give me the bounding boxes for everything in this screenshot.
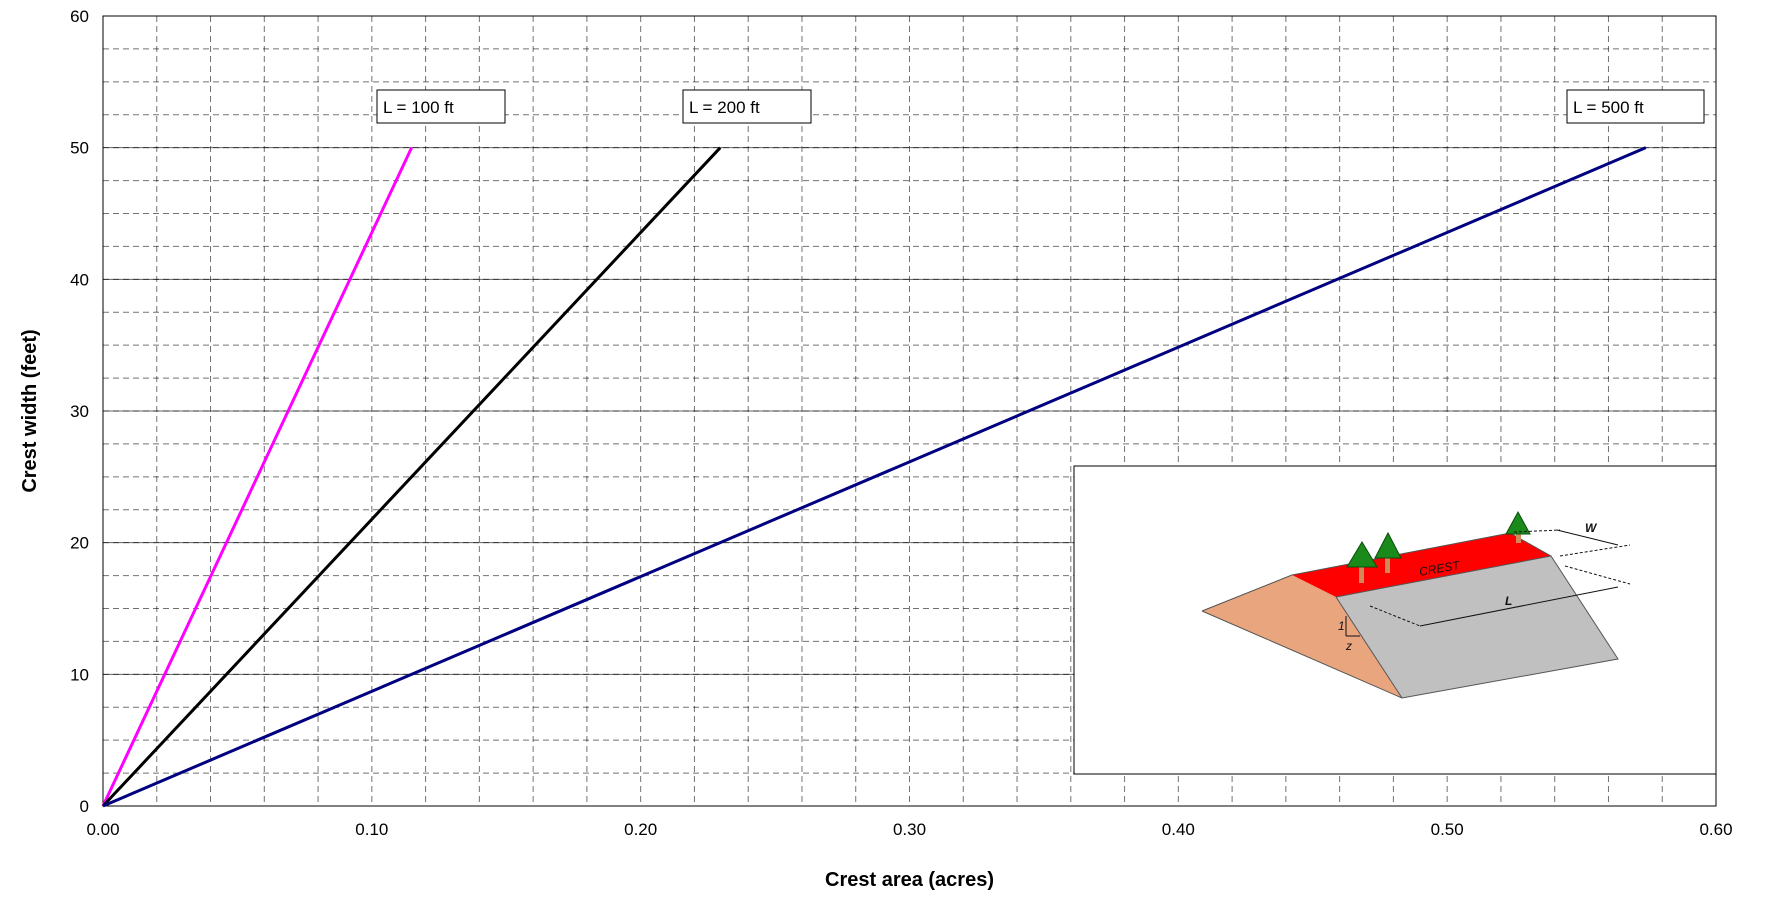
x-tick-label: 0.40 [1162,820,1195,839]
tree-icon [1374,531,1402,573]
embankment-inset-diagram: CREST W L 1 z [1073,465,1717,775]
series-callout-box [1566,89,1705,124]
series-callout-label: L = 100 ft [383,98,454,117]
width-extension-line [1559,544,1631,557]
crest-front-edge [1335,555,1552,598]
y-tick-label: 20 [70,534,89,553]
y-tick-label: 30 [70,402,89,421]
end-slope-face [1202,575,1402,698]
y-tick-label: 10 [70,665,89,684]
x-tick-label: 0.00 [86,820,119,839]
length-extension-line [1369,605,1421,627]
plot-area-border [102,15,1717,807]
slope-toe-edge [1335,596,1403,699]
x-tick-label: 0.50 [1431,820,1464,839]
length-label: L [1505,594,1512,608]
series-line [102,146,1647,808]
y-tick-label: 50 [70,139,89,158]
length-extension-line [1564,565,1631,585]
series-callout-box [682,89,812,124]
y-tick-label: 60 [70,7,89,26]
side-slope-face [1336,556,1618,698]
width-extension-line [1513,529,1561,533]
tree-icon [1346,541,1378,583]
slope-run-label: z [1345,639,1352,653]
y-axis-tick-labels: 0 10 20 30 40 50 60 [70,7,89,816]
series-callout-box [376,89,506,124]
width-label: W [1585,521,1598,535]
y-axis-title: Crest width (feet) [19,329,41,492]
y-tick-label: 40 [70,270,89,289]
crest-face [1292,533,1551,597]
x-axis-tick-labels: 0.00 0.10 0.20 0.30 0.40 0.50 0.60 [86,820,1732,839]
series-lines [101,146,1647,808]
series-callouts: L = 100 ft L = 200 ft L = 500 ft [376,89,1705,124]
x-tick-label: 0.10 [355,820,388,839]
series-line [101,146,722,808]
width-dimension-line [1556,529,1619,546]
x-tick-label: 0.60 [1699,820,1732,839]
x-tick-label: 0.30 [893,820,926,839]
series-line [101,147,413,807]
series-callout-label: L = 200 ft [689,98,760,117]
slope-rise-label: 1 [1338,619,1345,633]
y-tick-label: 0 [80,797,89,816]
tree-icon [1505,510,1531,543]
length-dimension-line [1419,586,1619,627]
x-axis-title: Crest area (acres) [825,869,994,891]
x-tick-label: 0.20 [624,820,657,839]
series-callout-label: L = 500 ft [1573,98,1644,117]
